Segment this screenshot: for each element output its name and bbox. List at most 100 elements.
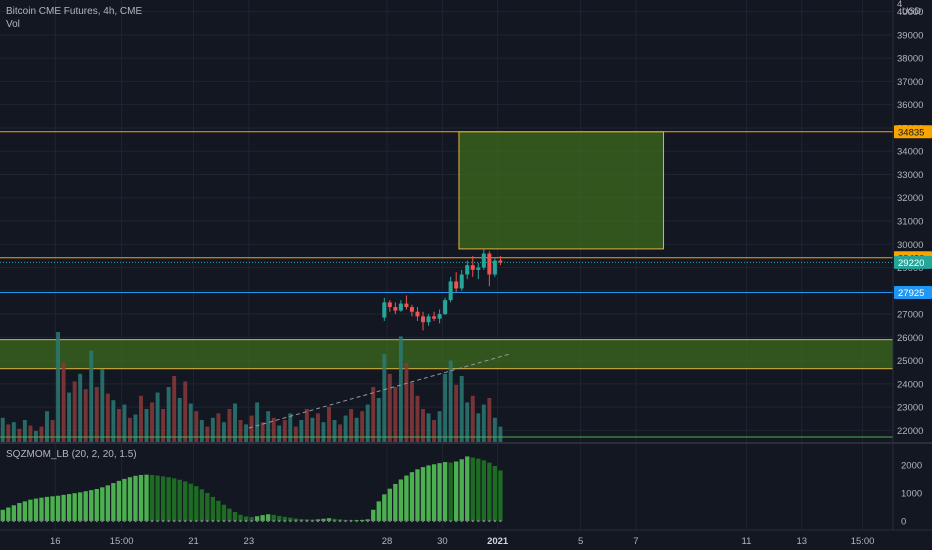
squeeze-dot xyxy=(117,519,121,523)
squeeze-dot xyxy=(195,519,198,523)
volume-bar xyxy=(127,417,132,442)
volume-bar xyxy=(139,395,143,442)
price-tick-label: 24000 xyxy=(897,379,923,390)
volume-bar xyxy=(304,409,309,442)
momentum-bar xyxy=(404,475,409,521)
pane-separators[interactable] xyxy=(0,0,932,531)
price-tick-label: 23000 xyxy=(897,403,923,414)
squeeze-dot xyxy=(62,519,65,523)
volume-bar xyxy=(216,413,221,442)
squeeze-dot xyxy=(360,519,364,523)
price-tick-label: 34000 xyxy=(897,147,923,158)
squeeze-dot xyxy=(305,519,309,523)
candle-body xyxy=(409,307,414,312)
momentum-bar xyxy=(398,479,404,521)
squeeze-dot xyxy=(7,519,10,523)
squeeze-dot xyxy=(388,519,392,523)
candle-body xyxy=(404,303,409,308)
momentum-bar xyxy=(122,478,127,521)
momentum-bar xyxy=(442,462,448,521)
volume-bar xyxy=(210,417,215,442)
squeeze-dot xyxy=(272,519,275,523)
time-axis[interactable]: 16 15:00 21 23 28 30 2021 5 7 11 13 15:00 xyxy=(50,536,874,547)
volume-bars xyxy=(0,332,503,442)
momentum-bar xyxy=(166,477,171,521)
volume-bar xyxy=(177,398,182,442)
momentum-bar xyxy=(33,498,39,521)
momentum-bar xyxy=(183,481,188,521)
price-badges: 34835294202922027925 xyxy=(894,125,932,300)
volume-bar xyxy=(183,381,188,442)
price-badge: 34835 xyxy=(894,125,932,139)
candle-body xyxy=(487,253,492,275)
candle-body xyxy=(481,253,486,268)
momentum-bar xyxy=(498,470,503,521)
momentum-bar xyxy=(382,494,387,521)
momentum-bar xyxy=(465,456,470,521)
price-tick-label: 27000 xyxy=(897,310,923,321)
time-tick-label: 2021 xyxy=(487,536,509,547)
time-tick-label: 15:00 xyxy=(851,536,875,547)
squeeze-dot xyxy=(178,519,181,523)
volume-label[interactable]: Vol xyxy=(6,19,20,30)
momentum-bar xyxy=(61,494,66,521)
volume-bar xyxy=(116,409,121,442)
squeeze-dot xyxy=(449,519,452,523)
squeeze-dot xyxy=(344,519,347,523)
candle-body xyxy=(387,302,392,308)
momentum-bar xyxy=(437,463,442,521)
volume-bar xyxy=(476,413,481,442)
indicator-label[interactable]: SQZMOM_LB (20, 2, 20, 1.5) xyxy=(6,449,137,460)
squeeze-dot xyxy=(460,519,463,523)
squeeze-dot xyxy=(239,519,242,523)
volume-bar xyxy=(89,350,94,442)
candle-body xyxy=(459,274,464,289)
volume-bar xyxy=(172,376,177,442)
momentum-bar xyxy=(28,499,33,521)
squeeze-dot xyxy=(84,519,87,523)
squeeze-dot xyxy=(482,519,486,523)
squeeze-dot xyxy=(217,519,220,523)
candle xyxy=(393,302,398,315)
momentum-tick-label: 0 xyxy=(901,517,906,528)
squeeze-dot xyxy=(394,519,397,523)
momentum-bar xyxy=(89,490,94,521)
price-badge-label: 27925 xyxy=(898,288,924,299)
price-tick-label: 39000 xyxy=(897,30,923,41)
trend-line-layer[interactable] xyxy=(248,353,512,429)
horizontal-lines[interactable] xyxy=(0,131,893,438)
candle xyxy=(465,260,470,280)
time-tick-label: 11 xyxy=(742,536,752,547)
volume-bar xyxy=(67,392,72,442)
candle xyxy=(459,269,464,291)
squeeze-dot xyxy=(222,519,226,523)
candle xyxy=(404,295,409,310)
squeeze-dot xyxy=(244,519,248,523)
candle-body xyxy=(382,302,387,318)
momentum-bar xyxy=(194,486,199,521)
momentum-bar xyxy=(470,457,475,521)
volume-bar xyxy=(443,373,448,442)
momentum-tick-label: 1000 xyxy=(901,488,922,499)
squeeze-dot xyxy=(211,519,215,523)
squeeze-dot xyxy=(322,519,325,523)
momentum-bar xyxy=(232,512,238,521)
time-tick-label: 30 xyxy=(437,536,448,547)
time-tick-label: 23 xyxy=(244,536,255,547)
squeeze-dot xyxy=(316,519,320,523)
volume-bar xyxy=(382,354,387,442)
momentum-bar xyxy=(94,488,99,521)
squeeze-dot xyxy=(228,519,231,523)
symbol-title[interactable]: Bitcoin CME Futures, 4h, CME xyxy=(6,6,143,17)
momentum-bar xyxy=(216,500,221,521)
squeeze-dot xyxy=(278,519,281,523)
momentum-bar xyxy=(177,479,182,521)
squeeze-dot xyxy=(156,519,159,523)
momentum-bar xyxy=(420,467,426,521)
squeeze-dot xyxy=(261,519,264,523)
momentum-bar xyxy=(22,501,28,521)
time-tick-label: 21 xyxy=(188,536,199,547)
momentum-bar xyxy=(44,496,50,521)
squeeze-dot xyxy=(427,519,430,523)
